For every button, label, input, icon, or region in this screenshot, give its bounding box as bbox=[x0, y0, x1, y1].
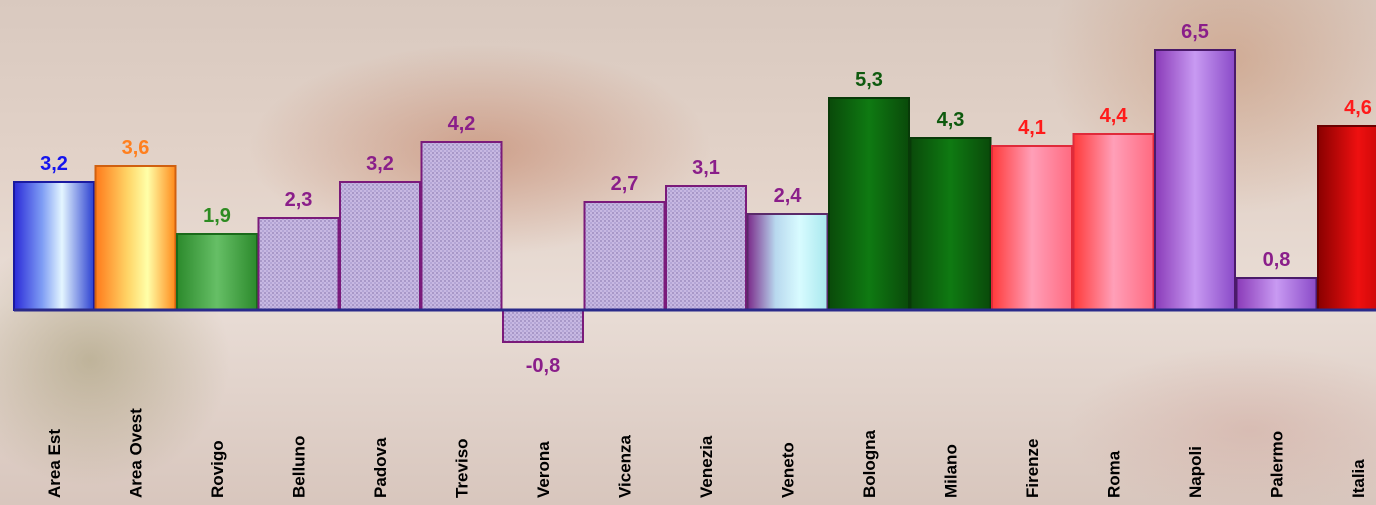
value-label: 4,4 bbox=[1100, 105, 1129, 127]
category-label: Vicenza bbox=[616, 434, 635, 498]
category-label: Venezia bbox=[697, 435, 716, 498]
value-label: 4,1 bbox=[1018, 117, 1046, 139]
value-label: 4,3 bbox=[937, 109, 965, 131]
value-label: 3,2 bbox=[366, 153, 394, 175]
value-label: 3,2 bbox=[40, 153, 68, 175]
category-label: Milano bbox=[942, 444, 961, 498]
value-label: 4,2 bbox=[448, 113, 476, 135]
value-label: 1,9 bbox=[203, 205, 231, 227]
bar-venezia bbox=[665, 185, 747, 311]
value-label: -0,8 bbox=[526, 355, 560, 377]
value-label: 6,5 bbox=[1181, 21, 1209, 43]
value-labels-layer: 3,2 3,6 1,9 2,3 3,2 4,2 -0,8 2,7 3,1 2,4 5,3 4,3 4,1… bbox=[40, 21, 1372, 377]
bars-layer bbox=[13, 49, 1376, 343]
value-label: 2,3 bbox=[285, 189, 313, 211]
bar-area-ovest bbox=[94, 165, 177, 311]
value-label: 2,7 bbox=[611, 173, 639, 195]
value-label: 5,3 bbox=[855, 69, 883, 91]
bar-italia bbox=[1317, 125, 1376, 311]
category-label: Napoli bbox=[1186, 446, 1205, 498]
bar-roma bbox=[1072, 133, 1155, 311]
category-label: Firenze bbox=[1023, 438, 1042, 498]
bar-rovigo bbox=[176, 233, 258, 311]
bar-vicenza bbox=[583, 201, 666, 311]
value-label: 4,6 bbox=[1344, 97, 1372, 119]
bar-firenze bbox=[991, 145, 1073, 311]
category-label: Veneto bbox=[779, 442, 798, 498]
value-label: 3,6 bbox=[122, 137, 150, 159]
category-label: Rovigo bbox=[208, 440, 227, 498]
category-label: Belluno bbox=[290, 436, 309, 498]
category-label: Palermo bbox=[1268, 431, 1287, 498]
category-label: Roma bbox=[1105, 450, 1124, 498]
category-label: Padova bbox=[371, 437, 390, 498]
category-label: Verona bbox=[534, 441, 553, 498]
bar-bologna bbox=[828, 97, 910, 311]
bar-palermo bbox=[1235, 277, 1318, 311]
bar-milano bbox=[909, 137, 992, 311]
category-label: Treviso bbox=[453, 438, 472, 498]
category-label: Bologna bbox=[860, 429, 879, 498]
bar-treviso bbox=[420, 141, 503, 311]
value-label: 0,8 bbox=[1263, 249, 1291, 271]
value-label: 3,1 bbox=[692, 157, 720, 179]
bar-area-est bbox=[13, 181, 95, 311]
value-label: 2,4 bbox=[774, 185, 803, 207]
category-label: Area Est bbox=[45, 429, 64, 498]
bar-padova bbox=[339, 181, 421, 311]
bar-verona bbox=[502, 309, 584, 343]
category-label: Italia bbox=[1349, 459, 1368, 498]
category-labels-layer: Area Est Area Ovest Rovigo Belluno Padova Tre… bbox=[45, 408, 1368, 498]
bar-belluno bbox=[257, 217, 340, 311]
category-label: Area Ovest bbox=[127, 408, 146, 498]
bar-napoli bbox=[1154, 49, 1236, 311]
bar-veneto bbox=[746, 213, 829, 311]
